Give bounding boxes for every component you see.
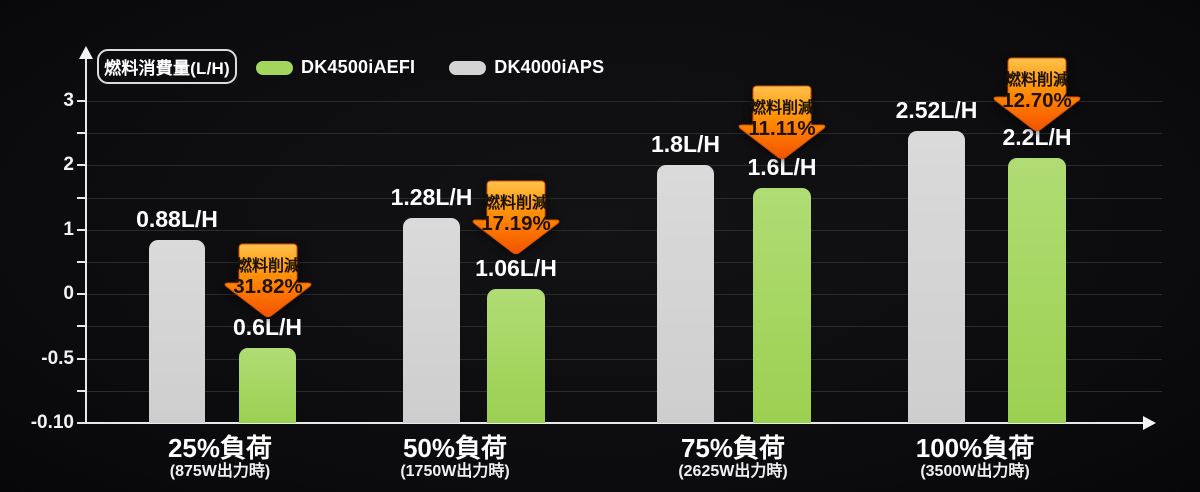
bar-dk4500iaefi	[1008, 158, 1066, 423]
gridline	[86, 197, 1162, 199]
y-axis-tick	[77, 164, 86, 167]
svg-text:12.70%: 12.70%	[1002, 89, 1072, 112]
bar-dk4500iaefi	[239, 348, 296, 423]
x-category-sublabel: (2625W出力時)	[678, 463, 788, 480]
fuel-reduction-badge: 燃料削減 11.11%	[736, 83, 828, 163]
svg-text:燃料削減: 燃料削減	[235, 256, 299, 275]
y-axis-tick	[77, 196, 86, 199]
down-arrow-icon	[224, 243, 311, 318]
fuel-reduction-badge: 燃料削減 31.82%	[222, 241, 314, 321]
y-axis-tick	[77, 357, 86, 360]
y-axis-tick	[77, 389, 86, 392]
x-category-label: 50%負荷	[402, 433, 508, 463]
chart-title: 燃料消費量(L/H)	[97, 49, 237, 84]
svg-text:燃料削減: 燃料削減	[484, 193, 548, 212]
legend: DK4500iAEFI DK4000iAPS	[256, 57, 604, 78]
bar-value-label: 0.6L/H	[232, 314, 303, 340]
svg-text:31.82%: 31.82%	[233, 275, 303, 298]
fuel-reduction-badge: 燃料削減 17.19%	[470, 178, 562, 258]
y-axis-label: -0.5	[41, 347, 74, 369]
gridline	[86, 390, 1162, 392]
legend-label: DK4500iAEFI	[301, 57, 416, 77]
y-axis-tick	[77, 261, 86, 263]
legend-label: DK4000iAPS	[494, 57, 605, 77]
x-category-label: 25%負荷	[167, 433, 273, 463]
legend-item-dk4500iaefi: DK4500iAEFI	[256, 57, 415, 78]
down-arrow-icon	[993, 57, 1081, 132]
svg-text:17.19%: 17.19%	[481, 212, 551, 235]
y-axis-tick	[77, 100, 86, 102]
bar-dk4500iaefi	[487, 289, 545, 423]
x-category-sublabel: (875W出力時)	[169, 463, 271, 480]
bar-dk4500iaefi	[753, 188, 811, 423]
y-axis-tick	[77, 293, 86, 296]
y-axis	[85, 58, 87, 424]
bar-dk4000iaps	[149, 240, 205, 423]
bar-dk4000iaps	[657, 165, 714, 423]
gridline	[86, 165, 1162, 167]
y-axis-tick	[77, 228, 86, 231]
down-arrow-icon	[472, 180, 560, 255]
bar-dk4000iaps	[908, 131, 965, 423]
gridline	[86, 229, 1162, 231]
y-axis-tick	[77, 422, 86, 424]
bar-value-label: 1.8L/H	[650, 131, 721, 157]
svg-text:燃料削減: 燃料削減	[1005, 70, 1069, 89]
gridline	[86, 294, 1162, 296]
y-axis-label: 2	[63, 154, 74, 176]
gridline	[86, 101, 1162, 102]
legend-swatch-green-icon	[256, 60, 293, 75]
bar-value-label: 0.88L/H	[136, 206, 218, 232]
bar-value-label: 1.06L/H	[475, 255, 557, 281]
y-axis-tick	[77, 325, 86, 328]
x-category-label: 100%負荷	[915, 433, 1035, 463]
bar-value-label: 2.52L/H	[895, 97, 978, 123]
gridline	[86, 133, 1162, 135]
fuel-reduction-badge: 燃料削減 12.70%	[991, 55, 1083, 135]
y-axis-label: -0.10	[30, 412, 74, 433]
legend-item-dk4000iaps: DK4000iAPS	[449, 57, 604, 78]
x-category-label: 75%負荷	[680, 433, 786, 463]
x-category-sublabel: (3500W出力時)	[920, 463, 1030, 480]
gridline	[86, 358, 1162, 360]
y-axis-label: 3	[63, 90, 74, 111]
x-axis	[85, 422, 1145, 424]
svg-text:11.11%: 11.11%	[748, 117, 815, 140]
svg-text:燃料削減: 燃料削減	[750, 98, 814, 117]
y-axis-tick	[77, 132, 86, 135]
y-axis-label: 0	[63, 283, 74, 305]
y-axis-label: 1	[63, 218, 74, 240]
x-axis-arrow-icon	[1143, 416, 1156, 430]
legend-swatch-gray-icon	[449, 60, 487, 75]
bar-dk4000iaps	[403, 218, 460, 423]
bar-value-label: 1.28L/H	[390, 184, 473, 210]
gridline	[86, 262, 1162, 263]
gridline	[86, 326, 1162, 328]
down-arrow-icon	[738, 85, 826, 160]
x-category-sublabel: (1750W出力時)	[400, 463, 510, 480]
y-axis-arrow-icon	[79, 46, 93, 59]
